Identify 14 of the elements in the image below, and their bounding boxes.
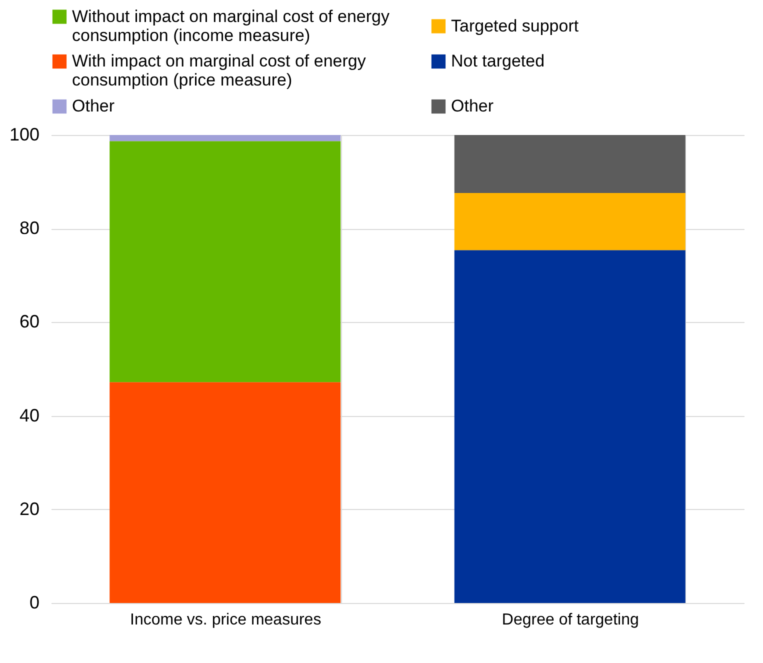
y-tick-label: 20 — [19, 498, 40, 519]
x-tick-label: Income vs. price measures — [130, 612, 322, 628]
legend-label: Other — [451, 96, 494, 116]
legend-label: With impact on marginal cost of energy consumption (price measure) — [72, 52, 366, 90]
legend-label: Without impact on marginal cost of energy consumption (income measure) — [72, 6, 390, 45]
legend-label: Targeted support — [451, 16, 579, 36]
legend-label: Other — [72, 96, 115, 116]
y-tick-label: 40 — [19, 405, 40, 426]
y-tick-label: 0 — [29, 592, 40, 612]
y-tick-label: 100 — [9, 124, 40, 144]
x-tick-label: Degree of targeting — [502, 612, 639, 628]
legend-label: Not targeted — [451, 52, 545, 70]
y-tick-label: 60 — [19, 312, 40, 332]
y-tick-label: 80 — [19, 218, 40, 238]
